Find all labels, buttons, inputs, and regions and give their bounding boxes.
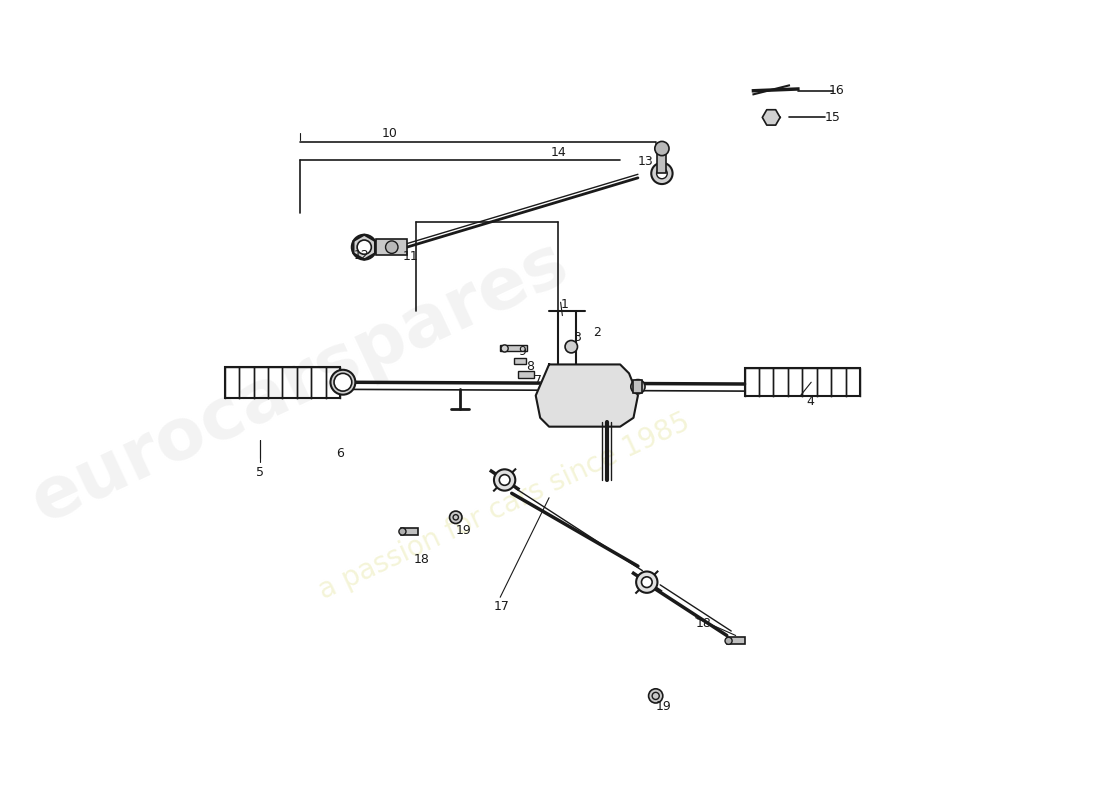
Text: 11: 11 (403, 250, 418, 262)
Circle shape (499, 474, 510, 486)
Bar (514, 358, 526, 365)
Text: 10: 10 (382, 127, 398, 140)
Text: 6: 6 (336, 447, 343, 460)
Text: 15: 15 (825, 111, 840, 124)
Text: 3: 3 (573, 331, 581, 344)
Text: 16: 16 (829, 84, 845, 98)
Circle shape (565, 341, 578, 353)
Circle shape (386, 241, 398, 254)
Text: 8: 8 (526, 360, 534, 373)
Text: 1: 1 (561, 298, 569, 311)
Circle shape (657, 168, 668, 178)
Circle shape (330, 370, 355, 394)
Circle shape (651, 162, 672, 184)
Text: 18: 18 (695, 618, 712, 630)
Text: 7: 7 (534, 374, 542, 387)
Polygon shape (536, 365, 638, 426)
Circle shape (630, 379, 645, 394)
Circle shape (636, 571, 658, 593)
Circle shape (334, 374, 352, 391)
Bar (658, 146, 667, 174)
Text: 4: 4 (806, 395, 815, 408)
Circle shape (654, 142, 669, 156)
Circle shape (649, 689, 663, 703)
Bar (376, 239, 407, 255)
Text: 12: 12 (353, 249, 370, 262)
Text: 19: 19 (656, 700, 671, 713)
Text: 9: 9 (518, 345, 526, 358)
Text: 18: 18 (414, 554, 430, 566)
Text: 2: 2 (594, 326, 602, 339)
Bar (518, 370, 534, 378)
Circle shape (494, 470, 515, 490)
Bar (400, 528, 418, 535)
Circle shape (358, 240, 372, 254)
Bar (500, 345, 527, 351)
Text: 13: 13 (638, 155, 653, 168)
Text: 17: 17 (494, 600, 509, 613)
Circle shape (352, 234, 376, 259)
Bar (634, 381, 642, 393)
Circle shape (450, 511, 462, 523)
Polygon shape (762, 110, 780, 125)
Circle shape (641, 577, 652, 587)
Bar (224, 366, 340, 398)
Circle shape (502, 345, 508, 352)
Text: 14: 14 (551, 146, 566, 159)
Text: 5: 5 (256, 466, 264, 479)
Circle shape (725, 638, 733, 644)
Text: 19: 19 (455, 524, 472, 537)
Text: eurocarspares: eurocarspares (21, 227, 580, 537)
Bar (727, 638, 745, 644)
Text: a passion for cars since 1985: a passion for cars since 1985 (315, 408, 695, 605)
Circle shape (399, 528, 406, 535)
Bar (745, 368, 860, 397)
